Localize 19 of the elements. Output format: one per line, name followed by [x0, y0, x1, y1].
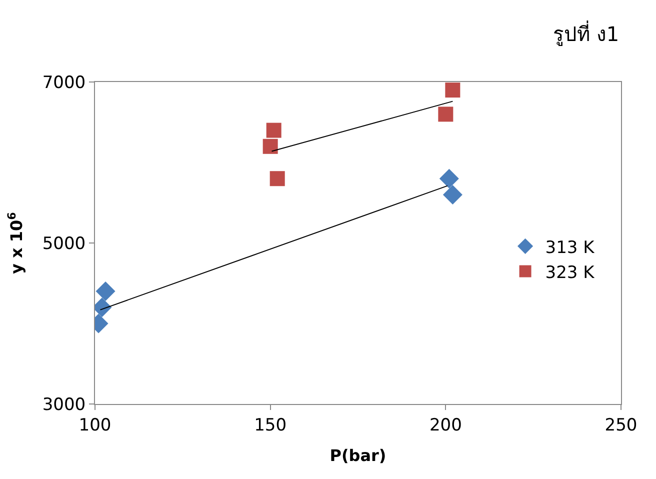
y-tick-label: 3000	[42, 394, 86, 415]
point	[266, 122, 282, 138]
point	[439, 168, 459, 188]
legend-label: 323 K	[545, 262, 596, 283]
x-tick-label: 200	[429, 415, 462, 436]
point	[270, 171, 285, 186]
x-axis-title: P(bar)	[330, 446, 386, 466]
y-tick-label: 5000	[42, 234, 86, 254]
point	[442, 184, 462, 204]
point	[262, 138, 278, 154]
x-tick-label: 150	[254, 415, 287, 436]
x-tick-label: 250	[604, 415, 638, 436]
point	[96, 282, 116, 302]
text: รูปที่ ง1	[553, 20, 620, 47]
x-tick-label: 100	[78, 415, 112, 436]
point	[445, 82, 460, 98]
point	[438, 106, 454, 122]
y-tick-label: 7000	[42, 72, 86, 93]
legend-label: 313 K	[545, 238, 596, 258]
